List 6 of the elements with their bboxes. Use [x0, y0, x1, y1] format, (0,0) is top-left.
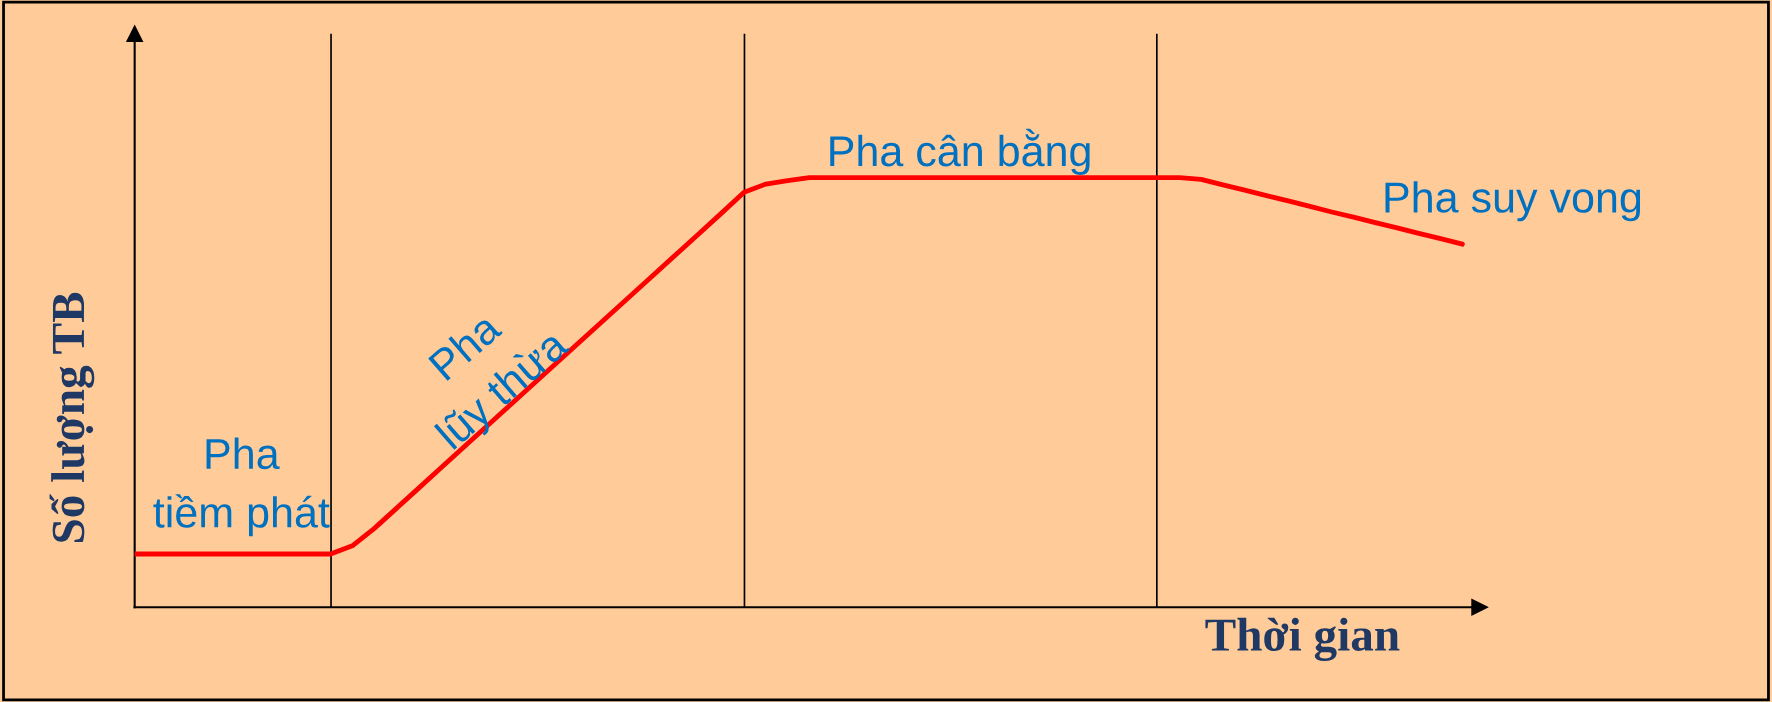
x-axis-title: Thời gian [1205, 617, 1400, 661]
annotation: Pha suy vong [1385, 181, 1641, 222]
annotation: Pha tiềm phát [153, 437, 330, 537]
text: Pha cân bằng [830, 128, 1090, 175]
y-axis-title: Số lượng TB [49, 292, 95, 543]
annotation: Pha lũy thừa [427, 309, 576, 457]
